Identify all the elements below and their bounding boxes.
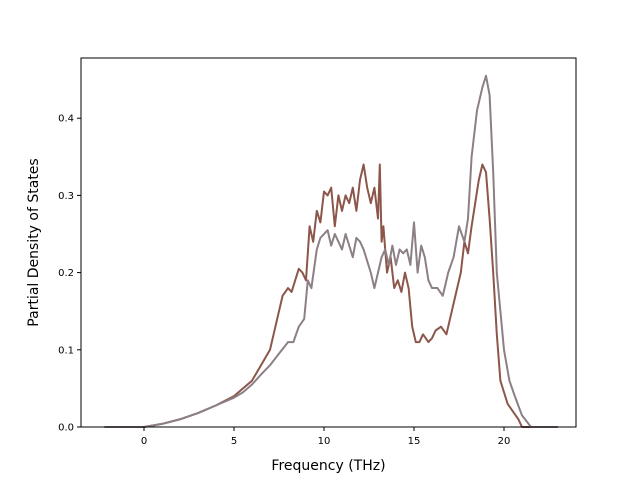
x-tick-label: 0: [141, 436, 147, 447]
series-line-1: [104, 163, 558, 428]
y-tick-label: 0.4: [58, 114, 74, 125]
y-tick-label: 0.2: [58, 268, 74, 279]
series-line-2: [104, 74, 558, 428]
x-tick-label: 20: [498, 436, 511, 447]
y-tick-label: 0.0: [58, 423, 74, 434]
y-tick-label: 0.3: [58, 191, 74, 202]
x-axis-label: Frequency (THz): [271, 458, 385, 474]
y-axis-label: Partial Density of States: [26, 158, 42, 326]
plot-area: [104, 74, 558, 428]
axes-frame: [80, 57, 577, 428]
x-axis: 0 5 10 15 20: [141, 427, 511, 447]
x-tick-label: 15: [408, 436, 421, 447]
y-tick-label: 0.1: [58, 345, 74, 356]
x-tick-label: 5: [231, 436, 237, 447]
x-tick-label: 10: [318, 436, 331, 447]
y-axis: 0.0 0.1 0.2 0.3 0.4: [58, 114, 81, 434]
